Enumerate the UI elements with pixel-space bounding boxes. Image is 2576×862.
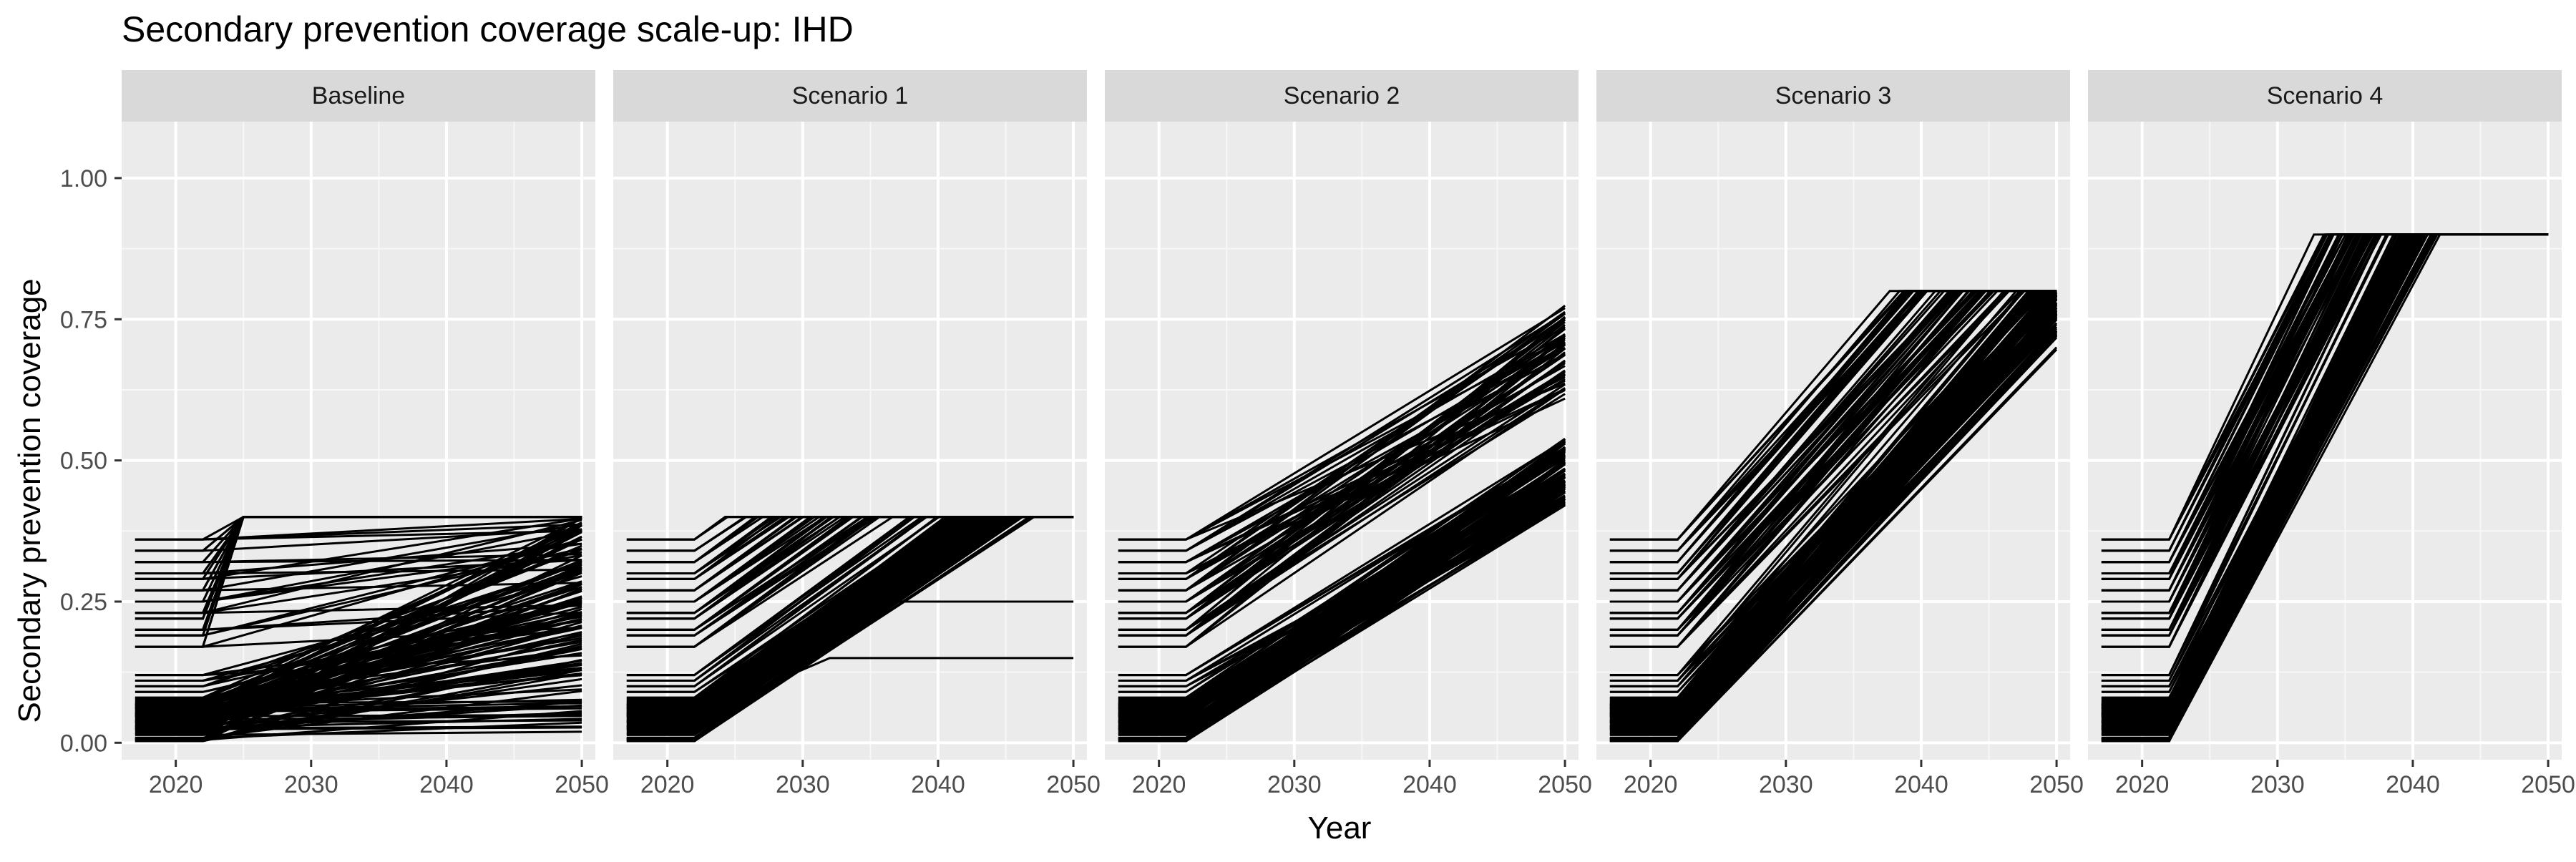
x-tick-label: 2040 (2386, 771, 2440, 798)
series-line (135, 554, 582, 740)
x-tick-label: 2040 (419, 771, 474, 798)
series-line (2101, 233, 2549, 715)
facet-strip (1105, 70, 1579, 122)
x-tick-label: 2040 (1894, 771, 1948, 798)
series-line (1118, 484, 1566, 728)
series-line (135, 517, 582, 580)
x-tick-label: 2040 (911, 771, 965, 798)
series-line (135, 719, 582, 724)
x-tick-label: 2020 (1624, 771, 1678, 798)
series-line (1118, 383, 1566, 631)
series-line (135, 704, 582, 730)
y-tick-label: 0.50 (60, 448, 107, 475)
series-line (1118, 337, 1566, 541)
facet-label: Scenario 2 (1284, 82, 1400, 109)
series-line (1609, 332, 2058, 728)
chart-title: Secondary prevention coverage scale-up: … (122, 9, 854, 49)
series-line (626, 516, 1074, 715)
x-tick-label: 2050 (555, 771, 609, 798)
series-line (1118, 502, 1566, 736)
facet-label: Scenario 3 (1775, 82, 1892, 109)
series-line (1118, 341, 1566, 564)
series-line (135, 621, 582, 728)
y-tick-label: 0.25 (60, 589, 107, 616)
y-tick-label: 1.00 (60, 165, 107, 192)
series-line (1609, 297, 2058, 709)
series-line (1118, 376, 1566, 574)
series-line (1609, 292, 2058, 706)
x-tick-label: 2030 (1267, 771, 1322, 798)
series-line (1118, 456, 1566, 702)
series-line (135, 700, 582, 732)
series-line (1118, 496, 1566, 715)
facet-strip (2088, 70, 2562, 122)
panel-background (613, 122, 1087, 760)
series-line (1118, 439, 1566, 677)
series-line (135, 588, 582, 729)
series-line (135, 652, 582, 715)
series-line (135, 524, 582, 712)
x-tick-label: 2020 (1132, 771, 1186, 798)
series-line (135, 672, 582, 713)
series-line (1609, 309, 2058, 715)
x-tick-label: 2020 (149, 771, 203, 798)
series-line (135, 660, 582, 719)
x-tick-label: 2040 (1402, 771, 1457, 798)
series-line (1118, 484, 1566, 719)
series-line (135, 635, 582, 706)
x-tick-label: 2050 (1046, 771, 1101, 798)
series-line (1609, 333, 2058, 740)
series-line (135, 559, 582, 702)
series-line (135, 647, 582, 700)
x-axis-title: Year (1308, 810, 1372, 846)
x-tick-label: 2030 (2250, 771, 2305, 798)
series-line (1609, 346, 2058, 743)
y-tick-label: 0.75 (60, 306, 107, 333)
facet-label: Scenario 1 (792, 82, 909, 109)
series-line (135, 647, 582, 717)
series-line (1118, 371, 1566, 603)
series-line (135, 516, 582, 603)
x-tick-label: 2020 (2115, 771, 2170, 798)
series-line (135, 632, 582, 743)
series-line (135, 547, 582, 637)
series-line (135, 559, 582, 564)
series-line (1118, 353, 1566, 614)
x-tick-label: 2030 (1759, 771, 1813, 798)
panel-background (1105, 122, 1579, 760)
series-line (1118, 469, 1566, 700)
series-line (135, 698, 582, 709)
y-axis-title: Secondary prevention coverage (12, 278, 47, 723)
facet-strip (613, 70, 1087, 122)
series-line (1118, 347, 1566, 592)
x-tick-label: 2050 (2029, 771, 2084, 798)
facet-strip (122, 70, 595, 122)
facet-label: Baseline (312, 82, 405, 109)
series-line (1118, 312, 1566, 552)
y-tick-label: 0.00 (60, 730, 107, 757)
facet-label: Scenario 4 (2267, 82, 2384, 109)
series-line (1118, 388, 1566, 648)
series-line (1609, 290, 2057, 702)
series-line (135, 608, 582, 725)
series-line (1118, 437, 1566, 704)
x-tick-label: 2020 (640, 771, 695, 798)
series-line (135, 631, 582, 720)
x-tick-label: 2030 (284, 771, 338, 798)
x-tick-label: 2050 (1538, 771, 1592, 798)
series-line (135, 517, 582, 541)
x-tick-label: 2030 (776, 771, 830, 798)
facet-strip (1596, 70, 2070, 122)
series-line (1118, 370, 1566, 620)
series-line (1118, 372, 1566, 637)
x-tick-label: 2050 (2521, 771, 2575, 798)
